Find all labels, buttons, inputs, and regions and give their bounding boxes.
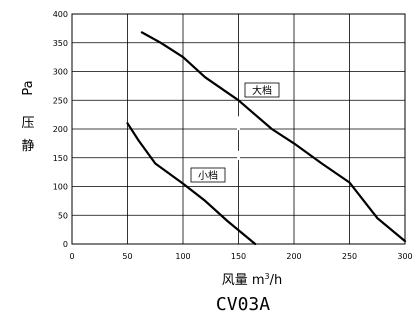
x-axis-label: 风量 m3/h: [222, 272, 283, 288]
plot-area: [71, 13, 406, 245]
y-axis-label-char-1: 静: [21, 139, 34, 154]
series-curves: [126, 31, 407, 246]
series-label-box-1: [244, 82, 280, 98]
y-axis-label-char-2: 压: [21, 116, 34, 131]
y-tick-300: 300: [53, 68, 68, 77]
x-tick-150: 150: [231, 252, 246, 261]
y-tick-200: 200: [53, 125, 68, 134]
x-tick-50: 50: [122, 252, 132, 261]
x-tick-labels: 0 50 100 150 200 250 300: [69, 252, 412, 261]
y-tick-350: 350: [53, 39, 68, 48]
x-tick-200: 200: [286, 252, 301, 261]
y-tick-100: 100: [53, 183, 68, 192]
series-label-box-2: [190, 167, 226, 183]
series-label-2: 小档: [198, 169, 218, 182]
series-line-2: [126, 122, 257, 246]
x-tick-0: 0: [69, 252, 74, 261]
y-tick-400: 400: [53, 10, 68, 19]
series-label-1: 大档: [252, 84, 272, 97]
x-axis-label-main: 风量 m: [222, 273, 265, 288]
grid-gap-0: [237, 116, 240, 131]
y-tick-250: 250: [53, 96, 68, 105]
x-tick-100: 100: [175, 252, 190, 261]
y-tick-labels: 0 50 100 150 200 250 300 350 400: [53, 10, 68, 249]
chart-title: CV03A: [216, 294, 270, 315]
x-axis-label-tail: /h: [270, 273, 283, 288]
y-tick-50: 50: [58, 211, 68, 220]
x-tick-250: 250: [342, 252, 357, 261]
y-tick-150: 150: [53, 154, 68, 163]
grid-gap-1: [237, 150, 240, 161]
y-tick-0: 0: [63, 240, 68, 249]
grid-lines: [72, 14, 405, 244]
series-line-1: [140, 31, 407, 243]
x-tick-300: 300: [397, 252, 412, 261]
y-axis-unit: Pa: [21, 80, 36, 95]
x-axis-label-sup: 3: [265, 272, 270, 281]
